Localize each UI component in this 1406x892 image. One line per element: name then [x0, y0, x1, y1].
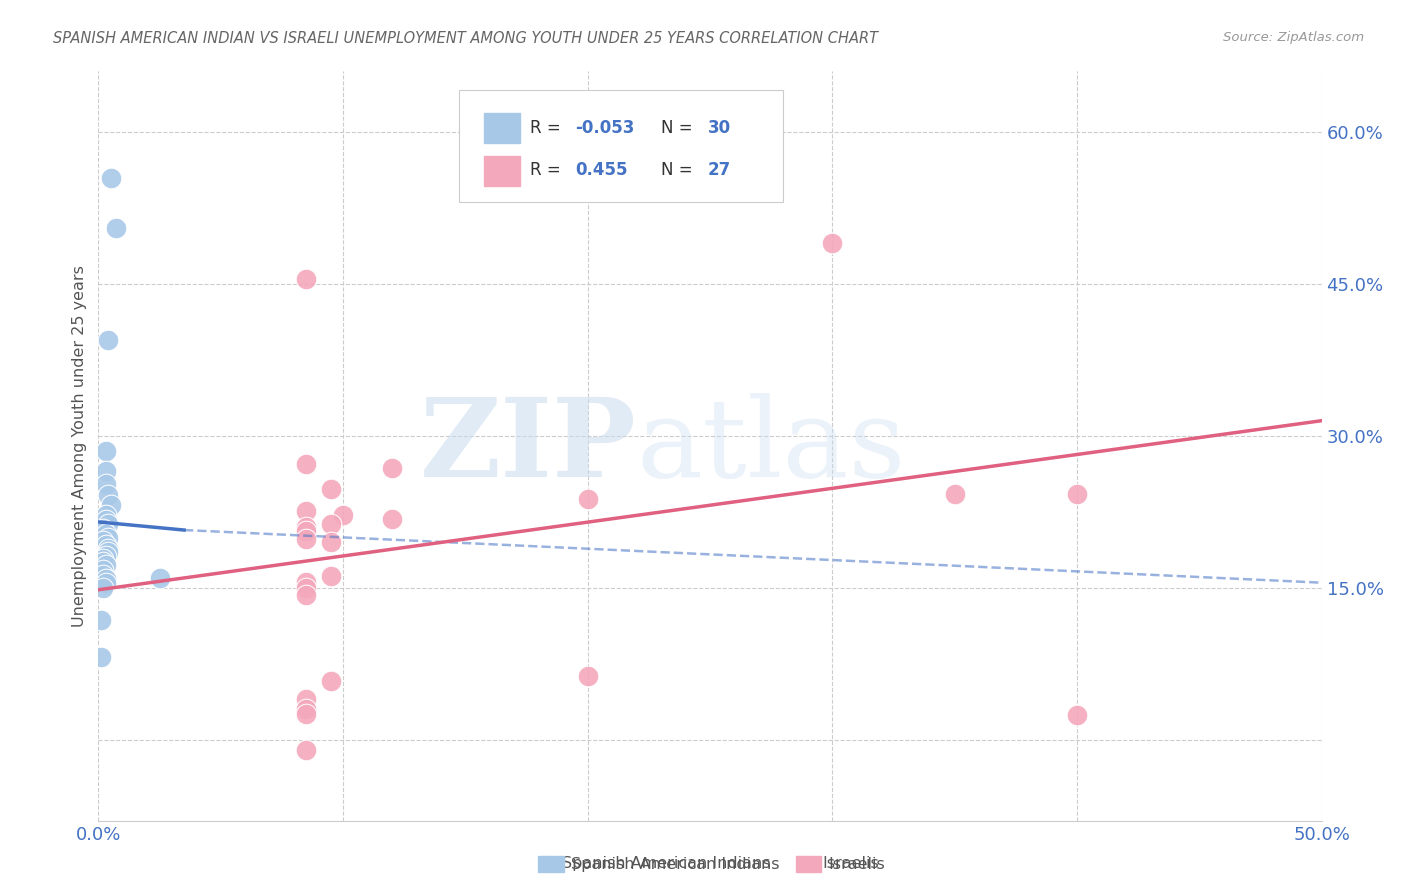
Text: atlas: atlas	[637, 392, 907, 500]
Point	[90, 649, 112, 664]
Text: ⬜: ⬜	[801, 854, 813, 873]
Point	[91, 534, 114, 549]
Point	[319, 673, 342, 688]
Point	[1066, 486, 1088, 500]
Point	[381, 512, 404, 526]
Point	[295, 581, 318, 595]
Point	[295, 272, 318, 286]
Text: Israelis: Israelis	[828, 857, 884, 871]
Point	[295, 692, 318, 706]
Text: Source: ZipAtlas.com: Source: ZipAtlas.com	[1223, 31, 1364, 45]
Text: N =: N =	[661, 119, 697, 136]
Point	[295, 532, 318, 546]
Point	[94, 527, 117, 541]
Point	[295, 588, 318, 602]
Y-axis label: Unemployment Among Youth under 25 years: Unemployment Among Youth under 25 years	[72, 265, 87, 627]
Point	[94, 477, 117, 491]
Point	[943, 486, 966, 500]
Text: ⬜: ⬜	[541, 854, 553, 873]
Point	[94, 513, 117, 527]
Point	[94, 575, 117, 590]
Point	[295, 707, 318, 722]
Text: SPANISH AMERICAN INDIAN VS ISRAELI UNEMPLOYMENT AMONG YOUTH UNDER 25 YEARS CORRE: SPANISH AMERICAN INDIAN VS ISRAELI UNEMP…	[53, 31, 879, 46]
Point	[97, 487, 120, 501]
Point	[295, 457, 318, 471]
Point	[90, 613, 112, 627]
Point	[100, 170, 122, 185]
Point	[821, 236, 844, 251]
Point	[295, 504, 318, 518]
Text: 0.455: 0.455	[575, 161, 628, 179]
Text: R =: R =	[530, 119, 567, 136]
FancyBboxPatch shape	[484, 112, 520, 143]
Point	[94, 572, 117, 586]
Text: ZIP: ZIP	[420, 392, 637, 500]
Point	[319, 482, 342, 496]
Text: -0.053: -0.053	[575, 119, 636, 136]
Point	[381, 461, 404, 475]
FancyBboxPatch shape	[484, 156, 520, 186]
Point	[576, 491, 599, 506]
Point	[149, 571, 172, 585]
Point	[91, 581, 114, 595]
Point	[104, 221, 127, 235]
Point	[576, 669, 599, 683]
Point	[94, 549, 117, 564]
Point	[97, 542, 120, 557]
Text: 27: 27	[707, 161, 731, 179]
Point	[97, 516, 120, 531]
Point	[94, 538, 117, 552]
Point	[94, 508, 117, 522]
Point	[1066, 708, 1088, 723]
Point	[319, 516, 342, 531]
FancyBboxPatch shape	[460, 90, 783, 202]
Point	[97, 531, 120, 545]
Point	[319, 568, 342, 582]
Point	[97, 333, 120, 347]
Point	[295, 743, 318, 757]
Point	[97, 545, 120, 559]
Point	[295, 520, 318, 534]
Point	[94, 444, 117, 458]
Point	[91, 522, 114, 536]
Point	[91, 552, 114, 566]
Point	[91, 562, 114, 576]
Point	[295, 524, 318, 538]
Text: Spanish American Indians: Spanish American Indians	[571, 857, 779, 871]
Point	[94, 558, 117, 573]
Point	[91, 567, 114, 582]
Point	[332, 508, 354, 522]
Point	[100, 498, 122, 512]
Text: N =: N =	[661, 161, 697, 179]
Text: Israelis: Israelis	[823, 856, 879, 871]
Point	[91, 556, 114, 570]
Point	[319, 535, 342, 549]
Point	[295, 574, 318, 589]
Point	[295, 702, 318, 716]
Text: Spanish American Indians: Spanish American Indians	[562, 856, 770, 871]
Point	[94, 464, 117, 478]
Text: 30: 30	[707, 119, 731, 136]
Text: R =: R =	[530, 161, 571, 179]
